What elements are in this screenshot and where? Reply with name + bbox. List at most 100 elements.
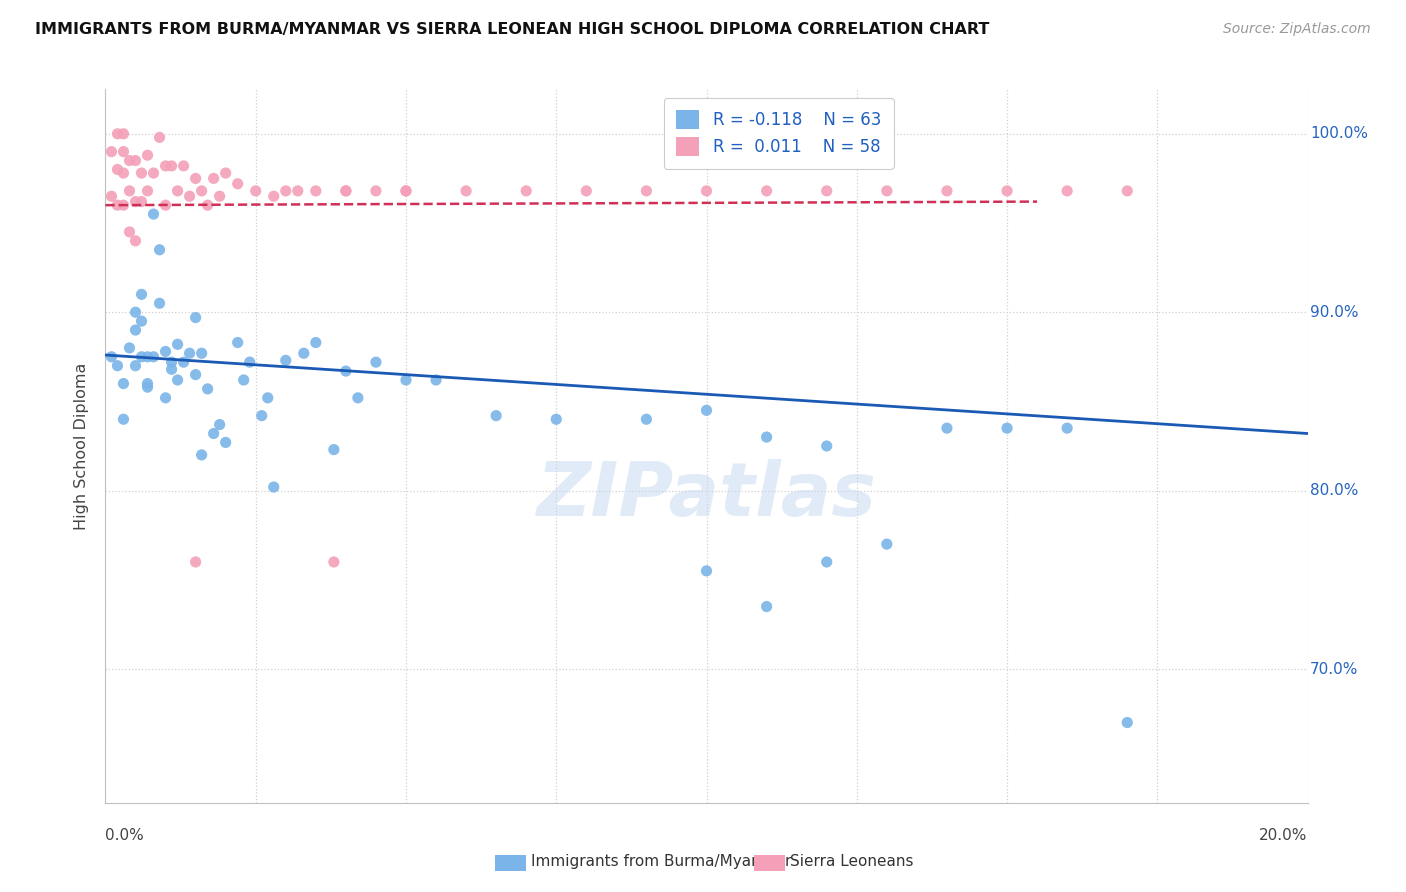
Point [184,171,207,186]
Point [184,368,207,382]
Point [1056,184,1078,198]
Point [136,350,159,364]
Point [124,234,146,248]
Point [322,442,344,457]
Point [155,344,177,359]
Point [173,355,195,369]
Point [1116,715,1139,730]
Point [425,373,447,387]
Point [936,421,959,435]
Point [208,417,231,432]
Point [124,153,146,168]
Point [815,555,838,569]
Point [696,184,718,198]
Point [160,159,183,173]
Point [100,189,122,203]
Point [755,430,778,444]
Point [815,439,838,453]
Point [155,391,177,405]
Point [107,162,129,177]
Point [755,599,778,614]
Point [118,153,141,168]
Point [636,412,658,426]
Point [166,337,188,351]
Text: 0.0%: 0.0% [105,828,145,843]
Point [131,194,153,209]
Point [232,373,254,387]
Text: Sierra Leoneans: Sierra Leoneans [790,855,914,869]
Point [305,184,328,198]
Text: 70.0%: 70.0% [1310,662,1358,676]
Bar [495,855,526,871]
Point [546,412,568,426]
Point [226,177,249,191]
Point [202,171,225,186]
Point [131,166,153,180]
Point [245,184,267,198]
Point [155,159,177,173]
Point [131,287,153,301]
Point [1056,421,1078,435]
Point [136,184,159,198]
Point [274,353,297,368]
Point [112,127,135,141]
Point [124,323,146,337]
Point [155,198,177,212]
Point [575,184,598,198]
Point [190,346,212,360]
Legend: R = -0.118    N = 63, R =  0.011    N = 58: R = -0.118 N = 63, R = 0.011 N = 58 [664,97,894,169]
Point [995,421,1018,435]
Point [118,341,141,355]
Point [197,198,219,212]
Point [226,335,249,350]
Point [515,184,537,198]
Point [876,184,898,198]
Point [263,480,285,494]
Point [287,184,309,198]
Point [112,412,135,426]
Point [112,376,135,391]
Point [190,448,212,462]
Point [395,184,418,198]
Text: 100.0%: 100.0% [1310,127,1368,141]
Point [936,184,959,198]
Point [148,243,170,257]
Point [131,314,153,328]
Point [208,189,231,203]
Point [136,376,159,391]
Point [179,189,201,203]
Bar [754,855,785,871]
Point [305,335,328,350]
Point [214,435,236,450]
Point [118,225,141,239]
Point [197,382,219,396]
Point [142,207,165,221]
Text: 80.0%: 80.0% [1310,483,1358,498]
Point [100,350,122,364]
Point [107,127,129,141]
Point [100,145,122,159]
Text: Source: ZipAtlas.com: Source: ZipAtlas.com [1223,22,1371,37]
Point [148,130,170,145]
Point [160,362,183,376]
Point [112,198,135,212]
Point [112,145,135,159]
Point [364,355,387,369]
Point [995,184,1018,198]
Point [184,555,207,569]
Point [636,184,658,198]
Point [142,166,165,180]
Point [395,184,418,198]
Point [190,184,212,198]
Point [214,166,236,180]
Point [148,296,170,310]
Text: ZIPatlas: ZIPatlas [537,459,876,533]
Point [696,564,718,578]
Point [166,373,188,387]
Point [179,346,201,360]
Point [107,359,129,373]
Point [160,355,183,369]
Point [118,184,141,198]
Point [1116,184,1139,198]
Point [142,350,165,364]
